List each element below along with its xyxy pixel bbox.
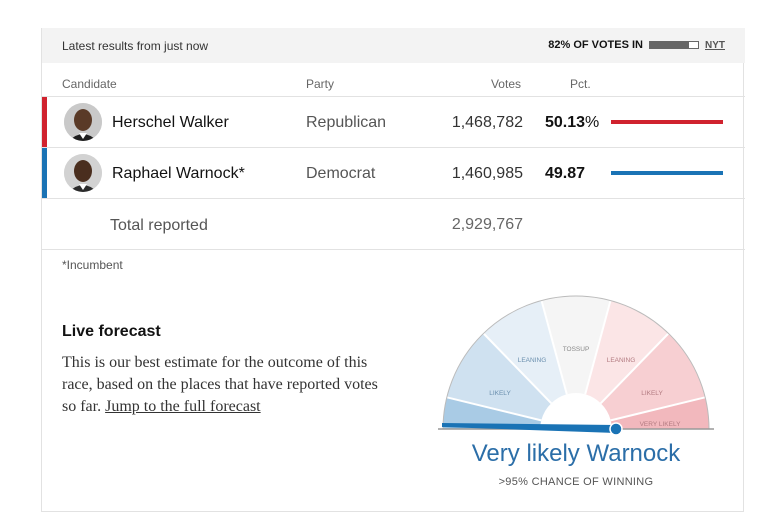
candidate-votes: 1,468,782	[451, 114, 523, 131]
incumbent-footnote: *Incumbent	[62, 258, 123, 272]
gauge-segment-likely-dem	[446, 333, 552, 421]
vote-share-bar	[611, 171, 723, 175]
candidate-party: Republican	[306, 114, 387, 131]
latest-results-label: Latest results from just now	[62, 39, 209, 53]
candidate-pct: 49.87	[545, 165, 585, 183]
total-votes: 2,929,767	[451, 216, 523, 233]
total-label: Total reported	[110, 217, 208, 234]
divider	[42, 249, 745, 250]
votes-in-progress-fill	[650, 42, 690, 48]
gauge-segment-very-likely-dem	[442, 397, 542, 429]
vote-share-bar	[611, 120, 723, 124]
candidate-name: Herschel Walker	[112, 114, 229, 131]
gauge-segment-likely-rep	[600, 333, 706, 421]
table-row-warnock: Raphael Warnock* Democrat 1,460,985 49.8…	[42, 148, 745, 198]
column-header-candidate: Candidate	[62, 77, 117, 91]
forecast-description-text: This is our best estimate for the outcom…	[62, 354, 378, 415]
gauge-needle-pivot	[609, 422, 623, 436]
candidate-pct-value: 49.87	[545, 165, 586, 182]
gauge-segment-tossup	[541, 295, 611, 395]
candidate-votes: 1,460,985	[451, 165, 523, 182]
party-color-stripe	[42, 97, 47, 147]
party-color-stripe	[42, 148, 47, 198]
votes-in-label: 82% OF VOTES IN	[548, 39, 643, 51]
avatar-herschel-walker	[64, 103, 102, 141]
table-row-total: Total reported 2,929,767	[42, 199, 745, 249]
column-header-pct: Pct.	[570, 77, 591, 91]
divider	[42, 198, 745, 199]
gauge-label-tossup: TOSSUP	[563, 346, 590, 353]
gauge-segment-leaning-dem	[483, 300, 567, 404]
candidate-name: Raphael Warnock*	[112, 165, 245, 182]
gauge-label-very-likely-rep: VERY LIKELY	[640, 421, 681, 428]
live-forecast-title: Live forecast	[62, 323, 161, 340]
results-header-bar: Latest results from just now 82% OF VOTE…	[42, 28, 745, 63]
gauge-label-likely-dem: LIKELY	[489, 390, 511, 397]
gauge-needle	[442, 423, 616, 433]
avatar-raphael-warnock	[64, 154, 102, 192]
live-forecast-description: This is our best estimate for the outcom…	[62, 352, 387, 418]
candidate-pct-value: 50.13	[545, 114, 586, 131]
gauge-label-likely-rep: LIKELY	[641, 390, 663, 397]
candidate-pct: 50.13%	[545, 114, 599, 132]
divider	[42, 147, 745, 148]
table-row-walker: Herschel Walker Republican 1,468,782 50.…	[42, 97, 745, 147]
divider	[42, 96, 745, 97]
gauge-segment-leaning-rep	[585, 300, 669, 404]
full-forecast-link[interactable]: Jump to the full forecast	[105, 398, 261, 415]
gauge-segment-very-likely-rep	[610, 397, 710, 429]
column-header-votes: Votes	[490, 77, 521, 91]
pct-symbol: %	[585, 114, 600, 131]
nyt-source-link[interactable]: NYT	[705, 39, 725, 51]
results-card: Latest results from just now 82% OF VOTE…	[41, 28, 745, 512]
forecast-gauge: TOSSUP LEANING LEANING LIKELY LIKELY VER…	[438, 294, 714, 444]
candidate-party: Democrat	[306, 165, 376, 182]
gauge-label-leaning-dem: LEANING	[518, 357, 547, 364]
votes-in-progress-bar	[649, 41, 699, 49]
votes-in-status: 82% OF VOTES IN NYT	[548, 39, 725, 51]
column-header-party: Party	[306, 77, 335, 91]
gauge-label-leaning-rep: LEANING	[607, 357, 636, 364]
forecast-result: Very likely Warnock	[471, 440, 681, 467]
forecast-win-chance: >95% CHANCE OF WINNING	[498, 476, 654, 488]
